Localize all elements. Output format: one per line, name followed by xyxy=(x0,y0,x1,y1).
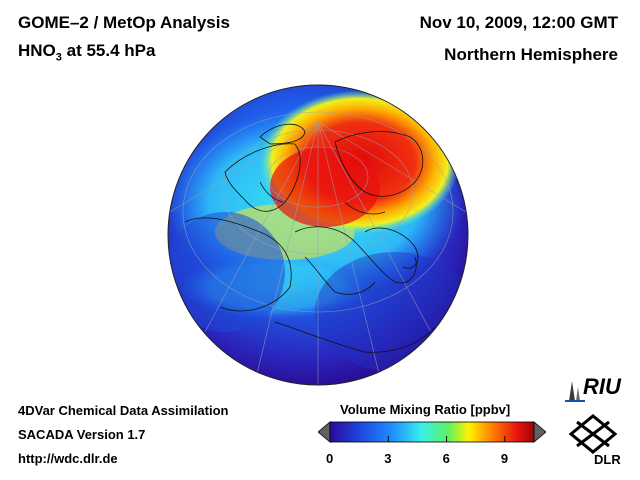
coastlines xyxy=(184,123,436,353)
red-core-2 xyxy=(270,147,380,227)
dlr-logo-text: DLR xyxy=(594,452,621,467)
riu-logo-text: RIU xyxy=(583,374,621,399)
colorbar-label: Volume Mixing Ratio [ppbv] xyxy=(340,402,511,417)
riu-logo-icon xyxy=(565,381,585,402)
map-title: GOME–2 / MetOp Analysis xyxy=(18,13,230,32)
hemisphere-globe xyxy=(167,84,469,386)
species-base: HNO xyxy=(18,41,56,60)
species-subscript: 3 xyxy=(55,51,62,64)
colorbar-gradient xyxy=(329,421,535,443)
graticule xyxy=(169,111,467,385)
pacific-blue xyxy=(168,212,285,332)
footer-url[interactable]: http://wdc.dlr.de xyxy=(18,451,118,466)
colorbar-tick-label: 6 xyxy=(442,451,450,466)
analysis-date: Nov 10, 2009, 12:00 GMT xyxy=(419,13,618,32)
atlantic-blue xyxy=(315,252,468,372)
footer-method: 4DVar Chemical Data Assimilation xyxy=(18,403,229,418)
colorbar-high-arrow xyxy=(533,421,546,443)
species-level: at 55.4 hPa xyxy=(61,41,156,60)
footer-version: SACADA Version 1.7 xyxy=(18,427,146,442)
dlr-logo-icon xyxy=(568,414,618,454)
colorbar-tick-label: 0 xyxy=(326,451,334,466)
region-label: Northern Hemisphere xyxy=(444,45,618,64)
colorbar-tick-label: 3 xyxy=(384,451,392,466)
globe-rim xyxy=(167,84,469,386)
species-label: HNO3 at 55.4 hPa xyxy=(18,41,155,63)
colorbar-low-arrow xyxy=(318,421,331,443)
colorbar-tick-label: 9 xyxy=(500,451,509,466)
colorbar xyxy=(318,421,546,443)
